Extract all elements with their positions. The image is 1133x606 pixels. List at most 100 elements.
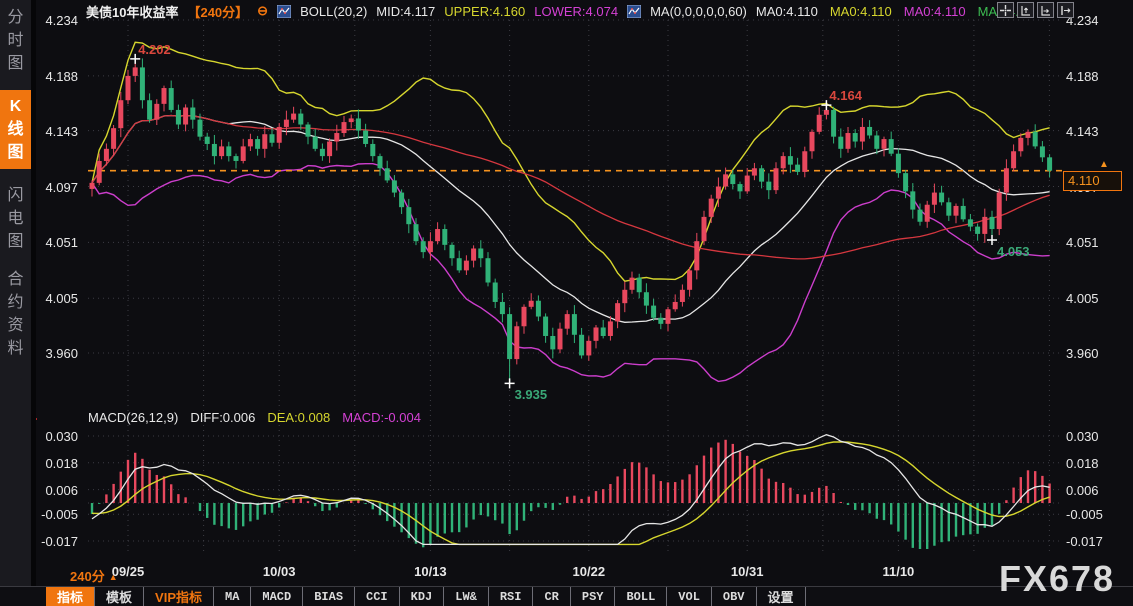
candles-layer [90, 58, 1053, 383]
scale-horizontal-icon[interactable] [1037, 2, 1054, 18]
toolbar-button-VOL[interactable]: VOL [667, 587, 712, 606]
extreme-cross-marker [505, 378, 515, 388]
y-axis-label: 0.006 [45, 483, 78, 498]
toolbar-button-VIP指标[interactable]: VIP指标 [144, 587, 214, 606]
toolbar-button-PSY[interactable]: PSY [571, 587, 616, 606]
toolbar-button-指标[interactable]: 指标 [46, 587, 95, 606]
price-annotation: 4.202 [138, 42, 171, 57]
y-axis-label: 4.143 [1066, 124, 1099, 139]
sidebar-tab-char: 图 [0, 230, 31, 253]
period-selector[interactable]: 240分 ▲ [70, 566, 118, 585]
toolbar-button-BOLL[interactable]: BOLL [615, 587, 667, 606]
price-up-arrow-icon: ▲ [1099, 159, 1109, 170]
ma-readout: MA0:4.110 [756, 4, 818, 19]
chevron-up-icon: ▲ [109, 572, 118, 582]
sidebar-tab-char: 分 [0, 6, 31, 29]
ma-label: MA(0,0,0,0,0,60) [650, 4, 747, 19]
y-axis-label: -0.005 [41, 507, 78, 522]
x-axis-label: 10/13 [398, 564, 462, 579]
sidebar-tab-char: 料 [0, 337, 31, 360]
toolbar-button-MA[interactable]: MA [214, 587, 251, 606]
sidebar-tab-char: 电 [0, 207, 31, 230]
y-axis-label: 0.018 [45, 456, 78, 471]
boll-lower-readout: LOWER:4.074 [534, 4, 618, 19]
toolbar-button-KDJ[interactable]: KDJ [400, 587, 445, 606]
sidebar-tab-char: 线 [0, 118, 31, 141]
x-axis: 09/2510/0310/1310/2210/3111/10 [0, 564, 1133, 582]
ma-readouts: MA0:4.110MA0:4.110MA0:4.110MA0:4.1 [756, 4, 1026, 19]
y-axis-label: 4.051 [1066, 235, 1099, 250]
y-axis-label: 0.030 [1066, 429, 1099, 444]
trading-app-window: 分时图K线图闪电图合约资料 美债10年收益率 【240分】 ⊖ BOLL(20,… [0, 0, 1133, 606]
symbol-title: 美债10年收益率 [86, 2, 178, 21]
sidebar-tab-char: 图 [0, 141, 31, 164]
ma-readout: MA0:4.110 [830, 4, 892, 19]
macd-diff-readout: DIFF:0.006 [190, 410, 255, 425]
sidebar-tab-char: 闪 [0, 184, 31, 207]
boll-mid-readout: MID:4.117 [376, 4, 435, 19]
indicator-toolbar: 指标模板VIP指标MAMACDBIASCCIKDJLW&RSICRPSYBOLL… [0, 586, 1133, 606]
y-axis-label: -0.017 [41, 534, 78, 549]
y-axis-label: 4.005 [1066, 291, 1099, 306]
boll-chart-icon [277, 5, 291, 18]
sidebar-tab-1[interactable]: 分时图 [0, 6, 31, 75]
extreme-cross-marker [987, 235, 997, 245]
macd-layer [92, 440, 1050, 549]
chart-toolbar-icons [997, 2, 1074, 18]
y-axis-label: 0.030 [45, 429, 78, 444]
x-axis-label: 11/10 [866, 564, 930, 579]
toolbar-button-MACD[interactable]: MACD [251, 587, 303, 606]
chart-header: 美债10年收益率 【240分】 ⊖ BOLL(20,2) MID:4.117 U… [86, 2, 1026, 20]
sidebar-tab-char: 时 [0, 29, 31, 52]
boll-upper-readout: UPPER:4.160 [444, 4, 525, 19]
toolbar-button-CR[interactable]: CR [533, 587, 570, 606]
toolbar-button-RSI[interactable]: RSI [489, 587, 534, 606]
sidebar-tab-2[interactable]: K线图 [0, 90, 31, 169]
sidebar-tab-char: 资 [0, 314, 31, 337]
sidebar-tab-4[interactable]: 合约资料 [0, 268, 31, 360]
ma-chart-icon [627, 5, 641, 18]
y-axis-label: 4.051 [45, 235, 78, 250]
macd-label: MACD(26,12,9) [88, 410, 178, 425]
macd-dea-readout: DEA:0.008 [267, 410, 330, 425]
boll-label: BOLL(20,2) [300, 4, 367, 19]
collapse-icon[interactable]: ⊖ [257, 3, 268, 19]
period-tag: 【240分】 [187, 2, 248, 21]
y-axis-label: 4.188 [45, 69, 78, 84]
macd-header: MACD(26,12,9) DIFF:0.006 DEA:0.008 MACD:… [88, 410, 421, 425]
scale-vertical-icon[interactable] [1017, 2, 1034, 18]
x-axis-label: 10/31 [715, 564, 779, 579]
sidebar: 分时图K线图闪电图合约资料 [0, 0, 36, 606]
sidebar-tab-char: K [0, 95, 31, 118]
y-axis-label: -0.017 [1066, 534, 1103, 549]
ma-readout: MA0:4.110 [904, 4, 966, 19]
x-axis-label: 10/22 [557, 564, 621, 579]
pan-right-icon[interactable] [1057, 2, 1074, 18]
sidebar-tab-char: 图 [0, 52, 31, 75]
main-chart-canvas[interactable] [0, 0, 1133, 606]
y-axis-label: 4.188 [1066, 69, 1099, 84]
toolbar-button-BIAS[interactable]: BIAS [303, 587, 355, 606]
y-axis-label: 3.960 [1066, 346, 1099, 361]
toolbar-button-OBV[interactable]: OBV [712, 587, 757, 606]
price-annotation: 4.053 [997, 244, 1030, 259]
macd-bar-readout: MACD:-0.004 [342, 410, 421, 425]
y-axis-label: 4.005 [45, 291, 78, 306]
sidebar-tab-char: 合 [0, 268, 31, 291]
toolbar-button-模板[interactable]: 模板 [95, 587, 144, 606]
y-axis-label: 4.097 [45, 180, 78, 195]
period-selector-label: 240分 [70, 569, 105, 584]
price-annotation: 3.935 [515, 387, 548, 402]
x-axis-label: 10/03 [247, 564, 311, 579]
y-axis-label: 3.960 [45, 346, 78, 361]
toolbar-button-CCI[interactable]: CCI [355, 587, 400, 606]
y-axis-label: 0.006 [1066, 483, 1099, 498]
sidebar-tab-3[interactable]: 闪电图 [0, 184, 31, 253]
toolbar-button-LW&[interactable]: LW& [444, 587, 489, 606]
y-axis-label: 4.143 [45, 124, 78, 139]
sidebar-tab-char: 约 [0, 291, 31, 314]
y-axis-label: 0.018 [1066, 456, 1099, 471]
toolbar-button-设置[interactable]: 设置 [757, 587, 806, 606]
crosshair-icon[interactable] [997, 2, 1014, 18]
y-axis-label: -0.005 [1066, 507, 1103, 522]
